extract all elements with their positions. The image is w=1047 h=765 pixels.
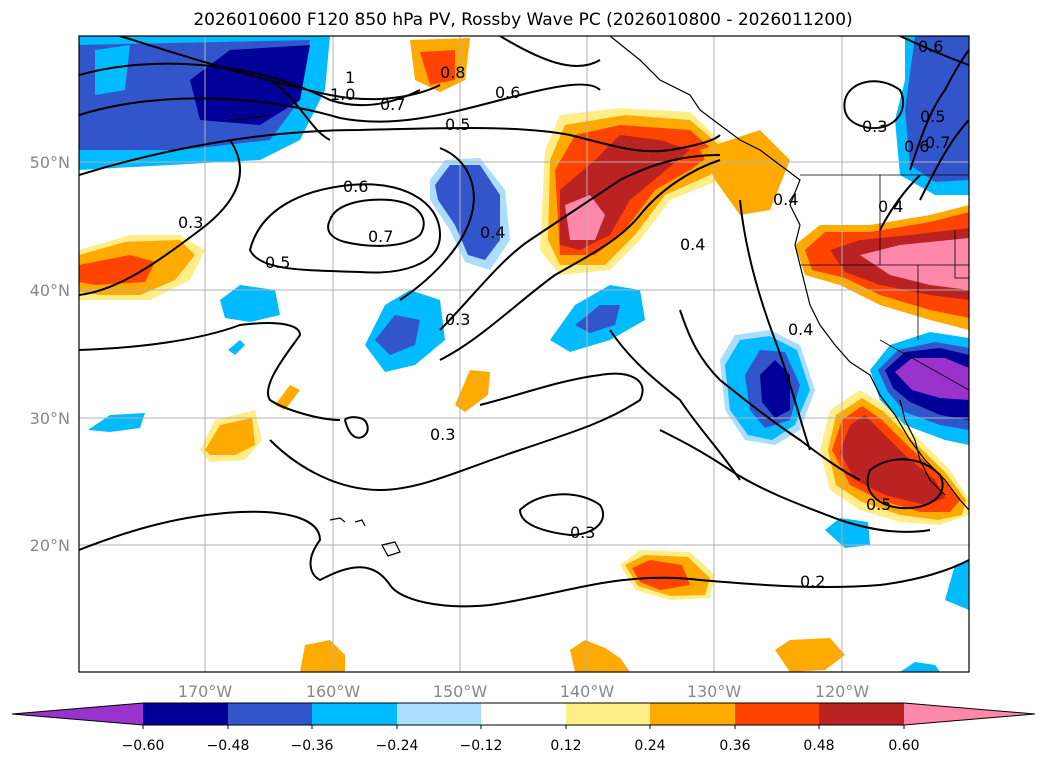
contour-label: 0.2 bbox=[800, 572, 825, 591]
lon-label: 150°W bbox=[433, 682, 488, 701]
lon-label: 160°W bbox=[306, 682, 361, 701]
colorbar-swatch bbox=[904, 703, 1035, 725]
lat-label: 20°N bbox=[30, 536, 70, 555]
colorbar-tick-label: 0.12 bbox=[550, 738, 581, 754]
colorbar-tick-label: 0.36 bbox=[719, 738, 750, 754]
colorbar-tick-label: −0.60 bbox=[122, 738, 165, 754]
lon-label: 130°W bbox=[687, 682, 742, 701]
contour-label: 0.7 bbox=[380, 95, 405, 114]
colorbar: −0.60 −0.48 −0.36 −0.24 −0.12 0.12 0.24 … bbox=[11, 702, 1036, 754]
colorbar-tick-label: 0.48 bbox=[803, 738, 834, 754]
longitude-labels: 170°W 160°W 150°W 140°W 130°W 120°W bbox=[178, 682, 870, 701]
contour-label: 0.4 bbox=[878, 197, 903, 216]
map-panel: 1 1.0 0.8 0.7 0.6 0.5 0.6 0.7 0.5 0.3 0.… bbox=[78, 35, 970, 673]
contour-label: 0.5 bbox=[445, 115, 470, 134]
colorbar-tick-labels: −0.60 −0.48 −0.36 −0.24 −0.12 0.12 0.24 … bbox=[122, 738, 920, 754]
contour-label: 0.4 bbox=[788, 320, 813, 339]
lon-label: 140°W bbox=[560, 682, 615, 701]
gridlines bbox=[79, 36, 969, 672]
contour-label: 0.6 bbox=[904, 137, 929, 156]
contour-label: 0.5 bbox=[866, 495, 891, 514]
lon-label: 170°W bbox=[178, 682, 233, 701]
colorbar-swatch bbox=[12, 703, 143, 725]
contour-label: 0.5 bbox=[265, 253, 290, 272]
colorbar-swatches bbox=[11, 702, 1036, 726]
colorbar-swatch bbox=[143, 703, 228, 725]
colorbar-swatch bbox=[397, 703, 481, 725]
colorbar-tick-label: −0.36 bbox=[291, 738, 334, 754]
pv-contours bbox=[79, 36, 969, 608]
contour-label: 0.3 bbox=[445, 310, 470, 329]
contour-label: 0.8 bbox=[440, 63, 465, 82]
colorbar-tick-label: −0.24 bbox=[376, 738, 419, 754]
contour-label: 1 bbox=[345, 68, 355, 87]
contour-label: 1.0 bbox=[330, 85, 355, 104]
contour-label: 0.3 bbox=[862, 117, 887, 136]
lon-label: 120°W bbox=[815, 682, 870, 701]
contour-label: 0.4 bbox=[773, 190, 798, 209]
colorbar-ticks bbox=[142, 725, 905, 729]
colorbar-swatch bbox=[228, 703, 312, 725]
latitude-labels: 50°N 40°N 30°N 20°N bbox=[30, 153, 70, 555]
coastlines bbox=[229, 36, 969, 557]
colorbar-swatch bbox=[819, 703, 904, 725]
colorbar-tick-label: 0.24 bbox=[634, 738, 665, 754]
contour-label: 0.3 bbox=[178, 213, 203, 232]
colorbar-swatch bbox=[566, 703, 650, 725]
colorbar-swatch bbox=[312, 703, 397, 725]
contour-label: 0.6 bbox=[343, 177, 368, 196]
contour-labels: 1 1.0 0.8 0.7 0.6 0.5 0.6 0.7 0.5 0.3 0.… bbox=[178, 37, 950, 591]
contour-label: 0.3 bbox=[570, 523, 595, 542]
colorbar-swatch bbox=[650, 703, 735, 725]
lat-label: 50°N bbox=[30, 153, 70, 172]
contour-label: 0.6 bbox=[495, 83, 520, 102]
colorbar-swatch bbox=[481, 703, 566, 725]
lat-label: 40°N bbox=[30, 281, 70, 300]
contour-label: 0.3 bbox=[430, 425, 455, 444]
colorbar-tick-label: −0.48 bbox=[207, 738, 250, 754]
contour-label: 0.4 bbox=[480, 223, 505, 242]
colorbar-swatch bbox=[735, 703, 819, 725]
colorbar-tick-label: 0.60 bbox=[888, 738, 919, 754]
contour-label: 0.7 bbox=[925, 133, 950, 152]
map-title: 2026010600 F120 850 hPa PV, Rossby Wave … bbox=[193, 10, 852, 30]
contour-label: 0.6 bbox=[918, 37, 943, 56]
lat-label: 30°N bbox=[30, 409, 70, 428]
contour-label: 0.7 bbox=[368, 227, 393, 246]
contour-label: 0.4 bbox=[680, 235, 705, 254]
contour-label: 0.5 bbox=[920, 107, 945, 126]
colorbar-tick-label: −0.12 bbox=[460, 738, 503, 754]
